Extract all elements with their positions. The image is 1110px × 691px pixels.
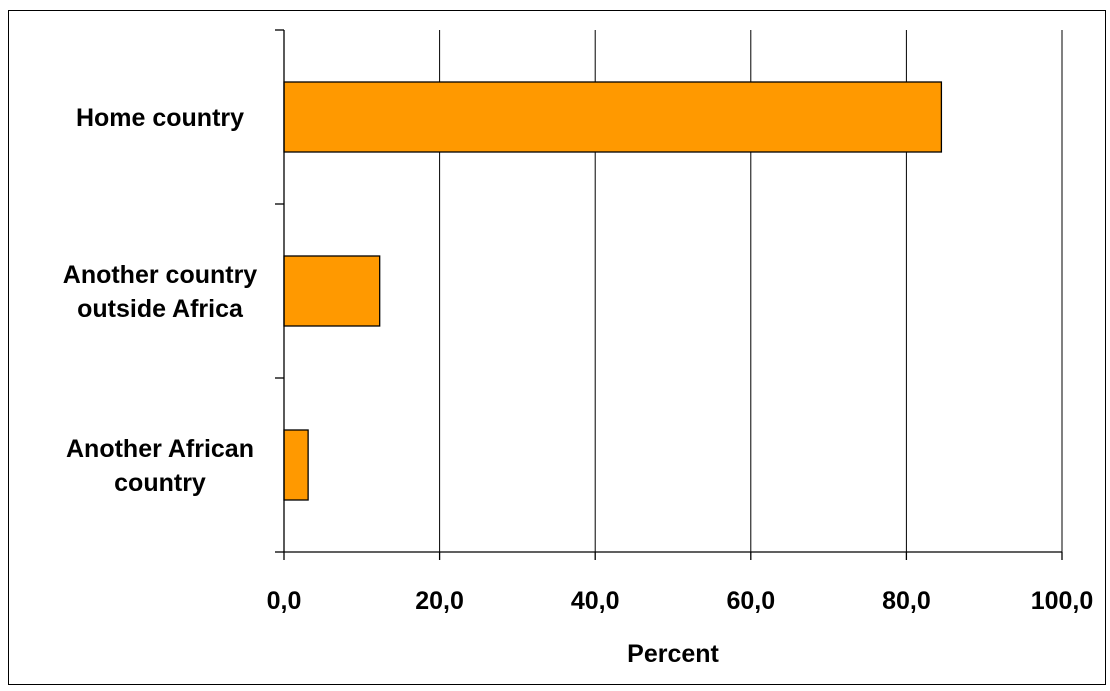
x-axis-title: Percent (627, 640, 719, 668)
x-tick-label-0: 0,0 (267, 587, 302, 615)
category-label-0: Home country (76, 104, 244, 132)
bar-2 (283, 429, 309, 501)
category-label-line: outside Africa (77, 295, 244, 323)
category-label-line: Home country (76, 104, 244, 132)
category-label-line: Another African (66, 435, 254, 463)
x-tick-label-3: 60,0 (726, 587, 775, 615)
category-label-line: country (114, 469, 206, 497)
x-tick-label-4: 80,0 (882, 587, 931, 615)
bar-0 (283, 81, 943, 153)
bars (283, 81, 943, 501)
axes (275, 29, 1063, 560)
x-tick-label-2: 40,0 (571, 587, 620, 615)
x-tick-label-5: 100,0 (1031, 587, 1094, 615)
x-tick-label-1: 20,0 (415, 587, 464, 615)
category-label-line: Another country (63, 261, 258, 289)
category-labels: Home country Another country outside Afric… (63, 104, 258, 497)
category-label-1: Another country outside Africa (63, 261, 258, 323)
x-tick-labels: 0,0 20,0 40,0 60,0 80,0 100,0 (267, 587, 1094, 615)
bar-1 (283, 255, 381, 327)
category-label-2: Another African country (66, 435, 254, 497)
